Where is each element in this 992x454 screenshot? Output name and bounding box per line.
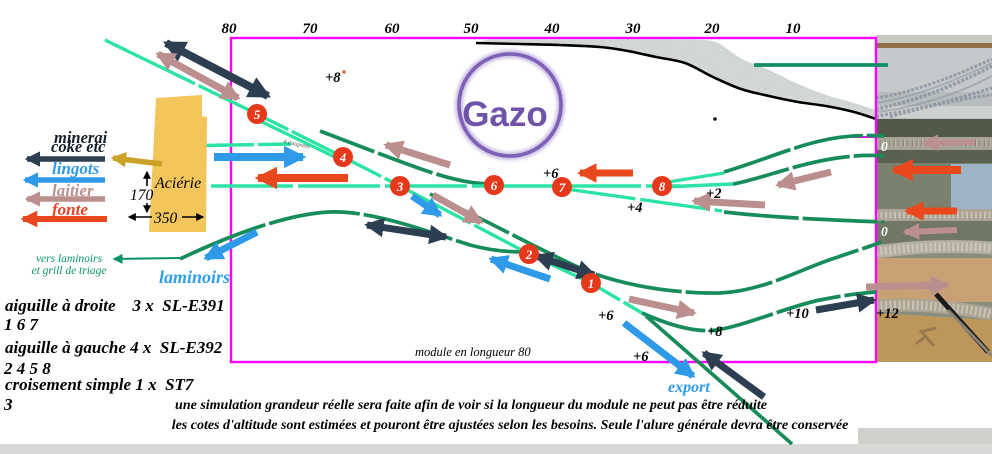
svg-text:70: 70 (303, 21, 319, 37)
svg-text:+2: +2 (706, 186, 722, 202)
svg-text:aiguille à droite 3 x SL-E: aiguille à droite 3 x SL-E391 (5, 296, 225, 315)
svg-text:Aciérie: Aciérie (154, 175, 201, 192)
svg-text:1: 1 (588, 276, 595, 291)
svg-text:50: 50 (464, 21, 480, 37)
svg-text:1 6 7: 1 6 7 (4, 315, 40, 334)
svg-text:170: 170 (130, 187, 154, 204)
svg-text:croisement simple 1 x ST7: croisement simple 1 x ST7 (5, 375, 195, 394)
svg-text:laminoirs: laminoirs (159, 267, 230, 287)
svg-text:+6: +6 (633, 349, 649, 365)
svg-text:350: 350 (153, 210, 178, 227)
svg-text:lingots: lingots (52, 159, 100, 178)
svg-text:3: 3 (396, 179, 404, 194)
svg-text:et grill de triage: et grill de triage (31, 265, 106, 277)
svg-text:+12: +12 (876, 306, 899, 322)
svg-text:0: 0 (881, 224, 888, 239)
svg-text:laitier: laitier (52, 181, 94, 200)
svg-text:4: 4 (339, 150, 347, 165)
svg-text:2 4 5 8: 2 4 5 8 (3, 359, 51, 378)
svg-text:fonte: fonte (52, 200, 88, 219)
svg-text:20: 20 (704, 21, 721, 37)
svg-text:vers laminoirs: vers laminoirs (36, 253, 103, 265)
svg-text:+4: +4 (627, 200, 643, 216)
svg-text:7: 7 (559, 180, 566, 195)
svg-text:aiguille à gauche 4 x SL-E392: aiguille à gauche 4 x SL-E392 (5, 338, 223, 357)
svg-text:+8: +8 (325, 70, 341, 86)
svg-text:30: 30 (625, 21, 642, 37)
svg-text:8: 8 (659, 179, 666, 194)
svg-text:40: 40 (544, 21, 561, 37)
svg-text:60: 60 (385, 21, 401, 37)
svg-text:+8: +8 (707, 324, 723, 340)
svg-text:6: 6 (491, 178, 498, 193)
svg-text:Gazo: Gazo (462, 95, 548, 134)
svg-text:10: 10 (786, 21, 802, 37)
svg-text:+10: +10 (786, 306, 809, 322)
svg-text:0: 0 (881, 139, 888, 154)
svg-text:2: 2 (525, 247, 533, 262)
svg-text:les cotes d'altitude sont esti: les cotes d'altitude sont estimées et po… (172, 418, 849, 433)
svg-text:module en longueur 80: module en longueur 80 (415, 345, 531, 359)
svg-text:+6: +6 (598, 308, 614, 324)
svg-text:une simulation grandeur réelle: une simulation grandeur réelle sera fait… (175, 398, 767, 413)
svg-text:5: 5 (254, 107, 261, 122)
svg-text:export: export (668, 379, 710, 396)
svg-text:minerai: minerai (54, 128, 108, 147)
svg-text:3: 3 (3, 395, 13, 414)
svg-text:+6: +6 (543, 166, 559, 182)
svg-text:coke etc: coke etc (51, 137, 106, 156)
svg-text:80: 80 (222, 21, 238, 37)
